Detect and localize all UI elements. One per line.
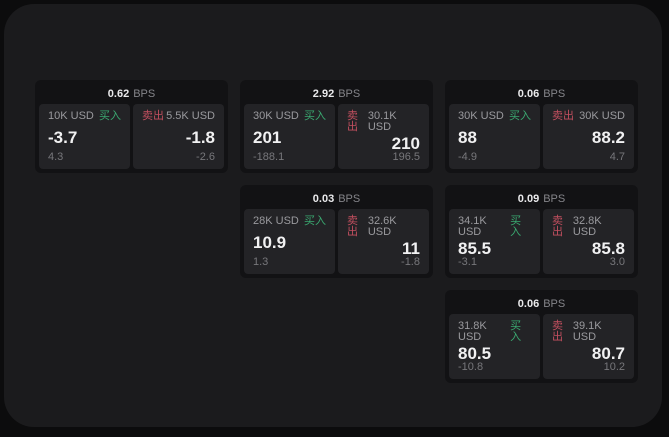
spread-card: 0.06 BPS 31.8K USD 买入 80.5 -10.8 卖出 39.1… — [445, 290, 638, 383]
sell-amount: 5.5K USD — [166, 110, 215, 122]
buy-label: 买入 — [510, 320, 522, 343]
spread-card: 0.03 BPS 28K USD 买入 10.9 1.3 卖出 32.6K US… — [240, 185, 433, 278]
sell-price: -1.8 — [185, 128, 215, 147]
buy-sub-value: 4.3 — [48, 151, 64, 163]
spread-card: 0.09 BPS 34.1K USD 买入 85.5 -3.1 卖出 32.8K… — [445, 185, 638, 278]
buy-tile[interactable]: 30K USD 买入 201 -188.1 — [244, 104, 335, 169]
bps-unit-label: BPS — [543, 87, 566, 100]
sell-price: 11 — [402, 238, 420, 258]
bps-value: 0.62 — [107, 87, 130, 100]
sell-label: 卖出 — [142, 110, 164, 122]
spread-cards-grid: 0.62 BPS 10K USD 买入 -3.7 4.3 卖出 5.5K USD… — [35, 80, 638, 383]
buy-tile[interactable]: 34.1K USD 买入 85.5 -3.1 — [449, 209, 540, 274]
sell-tile[interactable]: 卖出 32.6K USD 11 -1.8 — [338, 209, 429, 274]
buy-price: 88 — [458, 128, 477, 147]
sell-amount: 32.8K USD — [572, 215, 602, 238]
sell-price: 210 — [391, 133, 420, 153]
buy-price: 201 — [253, 128, 282, 147]
sell-tile[interactable]: 卖出 30K USD 88.2 4.7 — [543, 104, 634, 169]
sell-amount: 30K USD — [579, 110, 625, 122]
buy-label: 买入 — [304, 110, 326, 122]
buy-sub-value: -3.1 — [458, 256, 477, 268]
buy-amount: 34.1K USD — [458, 215, 487, 238]
buy-sub-value: -4.9 — [458, 151, 477, 163]
sell-label: 卖出 — [552, 110, 574, 122]
sell-sub-value: 4.7 — [609, 151, 625, 163]
sell-sub-value: 3.0 — [609, 256, 625, 268]
buy-tile[interactable]: 28K USD 买入 10.9 1.3 — [244, 209, 335, 274]
buy-amount: 28K USD — [253, 215, 299, 227]
bps-value: 0.06 — [517, 297, 540, 310]
buy-label: 买入 — [304, 215, 326, 227]
buy-price: -3.7 — [48, 128, 78, 147]
sell-amount: 32.6K USD — [367, 215, 397, 238]
sell-amount: 30.1K USD — [367, 110, 397, 133]
card-header: 0.03 BPS — [244, 188, 429, 209]
sell-label: 卖出 — [347, 110, 358, 133]
sell-amount: 39.1K USD — [572, 320, 602, 343]
buy-amount: 31.8K USD — [458, 320, 487, 343]
bps-unit-label: BPS — [543, 297, 566, 310]
buy-amount: 30K USD — [253, 110, 299, 122]
buy-price: 85.5 — [458, 238, 492, 258]
bps-value: 0.03 — [312, 192, 335, 205]
card-header: 2.92 BPS — [244, 83, 429, 104]
sell-tile[interactable]: 卖出 5.5K USD -1.8 -2.6 — [133, 104, 224, 169]
buy-tile[interactable]: 10K USD 买入 -3.7 4.3 — [39, 104, 130, 169]
sell-price: 88.2 — [591, 128, 625, 147]
buy-tile[interactable]: 30K USD 买入 88 -4.9 — [449, 104, 540, 169]
buy-label: 买入 — [510, 215, 522, 238]
sell-label: 卖出 — [347, 215, 358, 238]
buy-label: 买入 — [99, 110, 121, 122]
spread-card: 0.62 BPS 10K USD 买入 -3.7 4.3 卖出 5.5K USD… — [35, 80, 228, 173]
card-header: 0.62 BPS — [39, 83, 224, 104]
sell-sub-value: -2.6 — [196, 151, 215, 163]
sell-price: 80.7 — [591, 343, 625, 363]
sell-label: 卖出 — [552, 215, 563, 238]
bps-value: 0.06 — [517, 87, 540, 100]
buy-sub-value: -10.8 — [458, 361, 484, 373]
buy-price: 80.5 — [458, 343, 492, 363]
bps-unit-label: BPS — [338, 192, 361, 205]
bps-value: 2.92 — [312, 87, 335, 100]
bps-unit-label: BPS — [338, 87, 361, 100]
sell-price: 85.8 — [591, 238, 625, 258]
sell-sub-value: 196.5 — [392, 151, 420, 163]
card-header: 0.06 BPS — [449, 293, 634, 314]
buy-label: 买入 — [509, 110, 531, 122]
card-header: 0.09 BPS — [449, 188, 634, 209]
sell-tile[interactable]: 卖出 39.1K USD 80.7 10.2 — [543, 314, 634, 379]
buy-amount: 10K USD — [48, 110, 94, 122]
sell-tile[interactable]: 卖出 32.8K USD 85.8 3.0 — [543, 209, 634, 274]
bps-unit-label: BPS — [543, 192, 566, 205]
buy-price: 10.9 — [253, 233, 287, 252]
buy-amount: 30K USD — [458, 110, 504, 122]
bps-unit-label: BPS — [133, 87, 156, 100]
spread-card: 0.06 BPS 30K USD 买入 88 -4.9 卖出 30K USD 8… — [445, 80, 638, 173]
sell-label: 卖出 — [552, 320, 563, 343]
sell-sub-value: 10.2 — [603, 361, 625, 373]
buy-sub-value: -188.1 — [253, 151, 285, 163]
buy-sub-value: 1.3 — [253, 256, 269, 268]
spread-card: 2.92 BPS 30K USD 买入 201 -188.1 卖出 30.1K … — [240, 80, 433, 173]
card-header: 0.06 BPS — [449, 83, 634, 104]
sell-sub-value: -1.8 — [401, 256, 420, 268]
bps-value: 0.09 — [517, 192, 540, 205]
buy-tile[interactable]: 31.8K USD 买入 80.5 -10.8 — [449, 314, 540, 379]
sell-tile[interactable]: 卖出 30.1K USD 210 196.5 — [338, 104, 429, 169]
